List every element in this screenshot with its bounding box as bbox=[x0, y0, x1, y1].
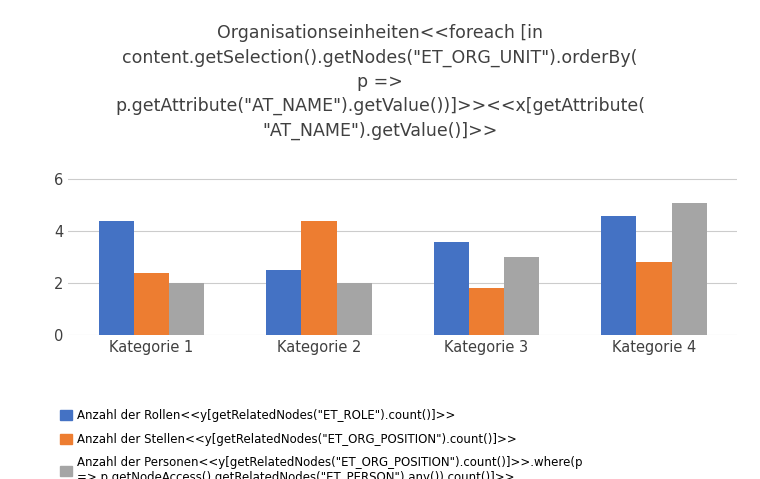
Bar bbox=[434, 242, 469, 335]
Bar bbox=[504, 257, 540, 335]
Bar bbox=[337, 283, 372, 335]
Bar bbox=[672, 203, 707, 335]
Text: Organisationseinheiten<<foreach [in
content.getSelection().getNodes("ET_ORG_UNIT: Organisationseinheiten<<foreach [in cont… bbox=[115, 24, 645, 140]
Bar bbox=[169, 283, 204, 335]
Bar bbox=[134, 273, 169, 335]
Bar bbox=[266, 270, 302, 335]
Bar bbox=[302, 221, 337, 335]
Bar bbox=[601, 216, 636, 335]
Bar bbox=[636, 262, 672, 335]
Legend: Anzahl der Rollen<<y[getRelatedNodes("ET_ROLE").count()]>>, Anzahl der Stellen<<: Anzahl der Rollen<<y[getRelatedNodes("ET… bbox=[55, 404, 587, 479]
Bar bbox=[469, 288, 504, 335]
Bar bbox=[99, 221, 134, 335]
